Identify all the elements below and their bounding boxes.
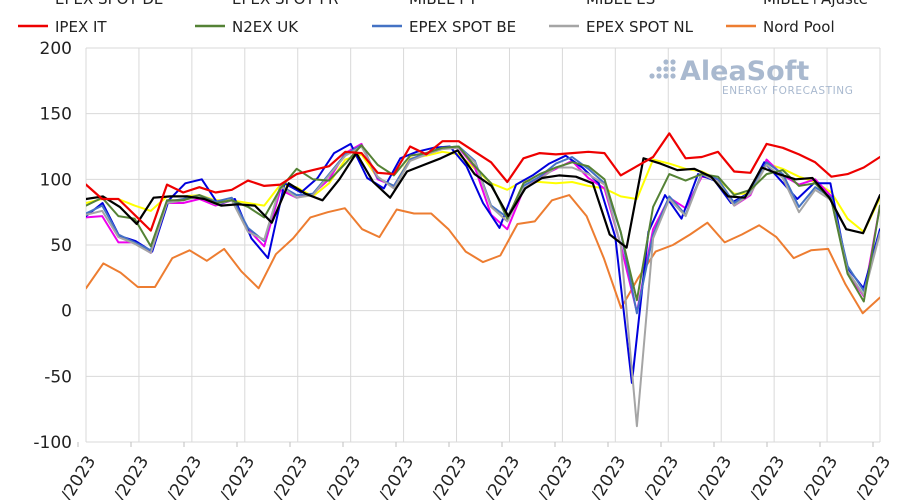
legend-item-top: MIBEL+Ajuste [763, 0, 868, 8]
x-tick-label: /2023 [746, 452, 789, 500]
x-tick-label: /2023 [587, 452, 630, 500]
legend-label: N2EX UK [232, 18, 299, 36]
y-tick-label: 100 [40, 170, 72, 190]
legend-item-top: EPEX SPOT DE [55, 0, 163, 8]
legend-top-partial: EPEX SPOT DE EPEX SPOT FR MIBEL PT MIBEL ES… [55, 0, 868, 8]
x-axis-tick-labels: /2023/2023/2023/2023/2023/2023/2023/2023… [57, 452, 895, 500]
legend-item-top: MIBEL PT [409, 0, 478, 8]
x-tick-label: /2023 [640, 452, 683, 500]
legend-label: Nord Pool [763, 18, 835, 36]
legend-item-epex-spot-be: EPEX SPOT BE [372, 18, 516, 36]
legend-item-ipex-it: IPEX IT [18, 18, 107, 36]
x-tick-label: /2023 [110, 452, 153, 500]
x-tick-label: /2023 [852, 452, 895, 500]
series-line-nord-pool [86, 194, 880, 315]
legend-label: MIBEL PT [409, 0, 478, 8]
x-tick-label: /2023 [163, 452, 206, 500]
legend-label: EPEX SPOT BE [409, 18, 516, 36]
legend-item-epex-spot-nl: EPEX SPOT NL [549, 18, 694, 36]
x-tick-label: /2023 [269, 452, 312, 500]
x-tick-label: /2023 [534, 452, 577, 500]
x-tick-label: /2023 [216, 452, 259, 500]
y-tick-label: 150 [40, 105, 72, 125]
x-axis-tick-marks [77, 442, 874, 447]
legend-label: MIBEL ES [586, 0, 655, 8]
series-lines [86, 132, 880, 428]
y-tick-label: -100 [33, 433, 72, 453]
legend-label: EPEX SPOT DE [55, 0, 163, 8]
svg-text:AleaSoft: AleaSoft [680, 56, 809, 87]
legend-label: MIBEL+Ajuste [763, 0, 868, 8]
series-line-ipex-it [86, 132, 880, 232]
legend-item-n2ex-uk: N2EX UK [195, 18, 299, 36]
x-tick-label: /2023 [428, 452, 471, 500]
y-tick-label: 200 [40, 39, 72, 59]
y-axis-tick-labels: 200 150 100 50 0 -50 -100 [33, 39, 72, 453]
x-tick-label: /2023 [322, 452, 365, 500]
legend: IPEX IT N2EX UK EPEX SPOT BE EPEX SPOT NL No… [18, 18, 835, 36]
gridlines [85, 47, 881, 443]
y-tick-label: -50 [44, 367, 72, 387]
legend-item-top: EPEX SPOT FR [232, 0, 338, 8]
y-tick-label: 0 [61, 302, 72, 322]
series-line-mibel-es [86, 149, 880, 249]
x-tick-label: /2023 [481, 452, 524, 500]
legend-item-nord-pool: Nord Pool [726, 18, 835, 36]
x-tick-label: /2023 [375, 452, 418, 500]
legend-label: IPEX IT [55, 18, 107, 36]
svg-text:ENERGY FORECASTING: ENERGY FORECASTING [722, 85, 854, 97]
x-tick-label: /2023 [57, 452, 100, 500]
aleasoft-logo: AleaSoft ENERGY FORECASTING [649, 56, 853, 97]
x-tick-label: /2023 [799, 452, 842, 500]
legend-label: EPEX SPOT NL [586, 18, 694, 36]
y-tick-label: 50 [50, 236, 72, 256]
x-tick-label: /2023 [693, 452, 736, 500]
legend-item-top: MIBEL ES [586, 0, 655, 8]
legend-label: EPEX SPOT FR [232, 0, 338, 8]
